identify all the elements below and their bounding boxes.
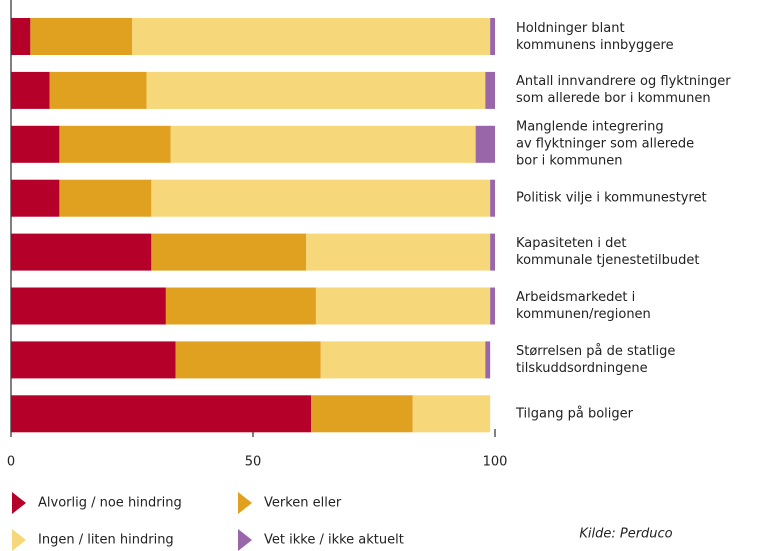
bar-segment: [315, 287, 491, 325]
legend-marker: [12, 492, 26, 514]
category-label: Politisk vilje i kommunestyret: [516, 190, 707, 206]
bar-segment: [49, 71, 147, 109]
legend-label: Ingen / liten hindring: [38, 533, 174, 548]
bar-segment: [59, 125, 171, 163]
source: Kilde: Perduco: [579, 527, 672, 542]
bar-segment: [170, 125, 476, 163]
legend-marker: [238, 492, 252, 514]
x-tick-label: 50: [245, 455, 262, 470]
bar-segment: [490, 179, 495, 217]
bar-segment: [11, 341, 176, 379]
x-tick-label: 100: [483, 455, 508, 470]
bar-segment: [490, 18, 495, 55]
bar-segment: [485, 71, 495, 109]
bar-segment: [146, 71, 486, 109]
legend-marker: [12, 529, 26, 551]
legend-label: Vet ikke / ikke aktuelt: [264, 533, 404, 548]
category-label: Antall innvandrere og flyktninger som al…: [516, 74, 731, 107]
bar-segment: [30, 18, 132, 55]
bar-segment: [311, 395, 413, 433]
legend-marker: [238, 529, 252, 551]
legend-label: Alvorlig / noe hindring: [38, 496, 182, 511]
bar-segment: [475, 125, 495, 163]
bar-segment: [412, 395, 491, 433]
bar-segment: [11, 71, 50, 109]
bar-segment: [11, 395, 312, 433]
bar-segment: [490, 287, 495, 325]
category-label: Manglende integrering av flyktninger som…: [516, 119, 695, 169]
bar-segment: [11, 179, 60, 217]
legend-label: Verken eller: [264, 496, 342, 511]
bar-segment: [151, 233, 307, 271]
bar-segment: [320, 341, 486, 379]
bar-segment: [485, 341, 491, 379]
bar-segment: [151, 179, 491, 217]
bar-segment: [59, 179, 152, 217]
bar-segment: [490, 233, 495, 271]
bar-segment: [11, 18, 31, 55]
category-label: Kapasiteten i det kommunale tjenestetilb…: [516, 236, 700, 269]
bar-segment: [306, 233, 491, 271]
bar-segment: [165, 287, 316, 325]
bar-segment: [11, 125, 60, 163]
category-label: Arbeidsmarkedet i kommunen/regionen: [516, 290, 651, 322]
x-tick-label: 0: [7, 455, 15, 470]
bar-segment: [175, 341, 321, 379]
bar-segment: [11, 287, 166, 325]
category-label: Størrelsen på de statlige tilskuddsordni…: [516, 343, 676, 376]
category-label: Tilgang på boliger: [516, 406, 633, 422]
category-label: Holdninger blant kommunens innbyggere: [516, 20, 674, 53]
bar-segment: [132, 18, 491, 55]
bar-segment: [11, 233, 152, 271]
